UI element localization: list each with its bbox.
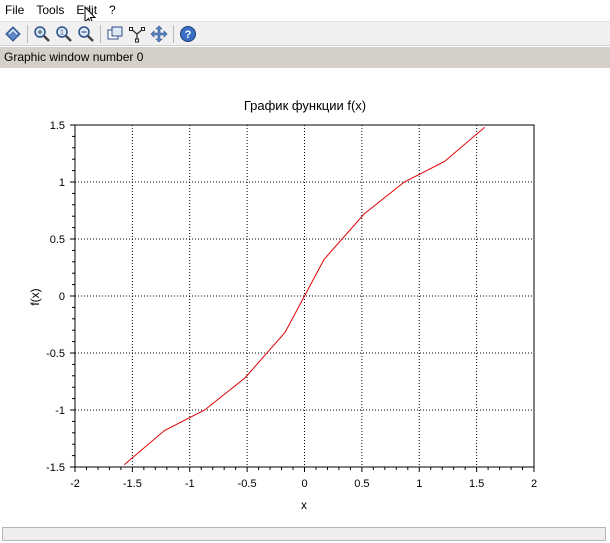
help-icon[interactable]: ? — [177, 23, 199, 45]
toolbar-separator — [27, 24, 28, 43]
graphic-window-label: Graphic window number 0 — [0, 47, 610, 68]
zoom-out-icon[interactable] — [75, 23, 97, 45]
x-tick-label: 0.5 — [354, 478, 369, 490]
series — [123, 126, 486, 466]
curve-edit-icon[interactable] — [126, 23, 148, 45]
x-tick-label: -0.5 — [238, 478, 257, 490]
x-tick-label: -2 — [70, 478, 80, 490]
chart-title: График функции f(x) — [244, 98, 366, 113]
menu-help[interactable]: ? — [109, 3, 116, 17]
toolbar: 1 ? — [0, 21, 610, 46]
pan-icon[interactable] — [148, 23, 170, 45]
series-line — [123, 126, 486, 466]
y-tick-label: 0 — [59, 291, 65, 303]
info-bar — [2, 527, 606, 541]
rotate-icon[interactable] — [2, 23, 24, 45]
toolbar-separator — [100, 24, 101, 43]
menu-tools[interactable]: Tools — [36, 3, 65, 17]
x-tick-label: 1.5 — [469, 478, 484, 490]
zoom-original-icon[interactable]: 1 — [53, 23, 75, 45]
ticks: -2 -1.5 -1 -0.5 0 0.5 1 1.5 2 1.5 1 0.5 0 -0.5 -1 -1.5 — [46, 120, 537, 490]
y-tick-label: -1.5 — [46, 462, 65, 474]
x-tick-label: -1.5 — [123, 478, 142, 490]
x-tick-label: -1 — [185, 478, 195, 490]
y-tick-label: 0.5 — [50, 234, 65, 246]
x-tick-label: 1 — [416, 478, 422, 490]
y-tick-label: 1 — [59, 177, 65, 189]
datatip-icon[interactable] — [104, 23, 126, 45]
zoom-in-icon[interactable] — [31, 23, 53, 45]
svg-text:1: 1 — [60, 29, 64, 36]
svg-text:?: ? — [185, 29, 192, 41]
menu-file[interactable]: File — [5, 3, 25, 17]
y-tick-label: -0.5 — [46, 348, 65, 360]
y-tick-label: 1.5 — [50, 120, 65, 132]
y-axis-label: f(x) — [28, 288, 42, 305]
x-tick-label: 2 — [531, 478, 537, 490]
chart-svg: График функции f(x) -2 -1.5 -1 -0.5 0 0.5 1 1.5… — [28, 98, 537, 512]
toolbar-separator — [173, 24, 174, 43]
x-tick-label: 0 — [301, 478, 307, 490]
plot-area[interactable]: График функции f(x) -2 -1.5 -1 -0.5 0 0.5 1 1.5… — [0, 68, 610, 523]
x-axis-label: x — [301, 498, 307, 512]
y-tick-label: -1 — [55, 405, 65, 417]
